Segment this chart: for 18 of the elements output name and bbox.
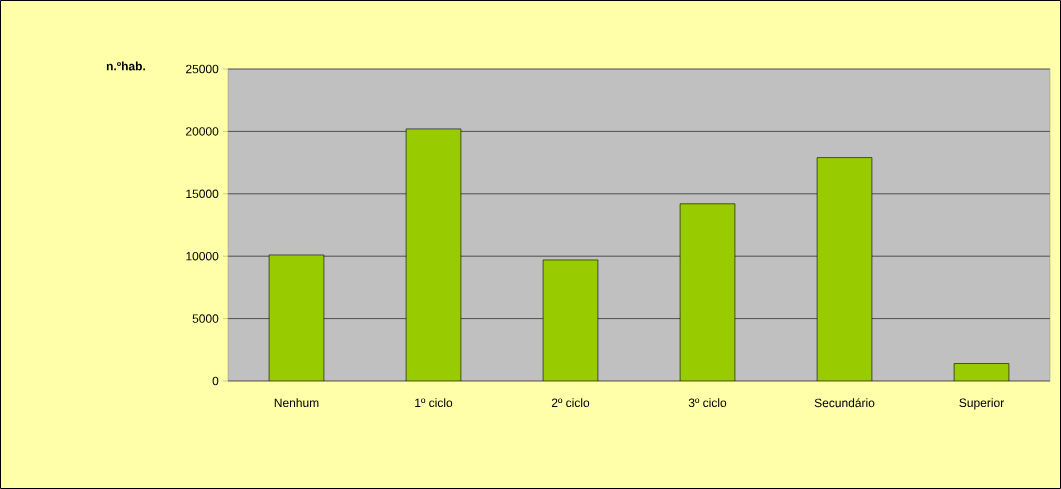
x-tick-label: 2º ciclo (551, 398, 590, 408)
x-tick-label: 1º ciclo (415, 398, 453, 408)
x-tick-label: Nenhum (274, 398, 319, 408)
x-tick-label: Superior (959, 398, 1004, 410)
bar (405, 128, 462, 381)
y-axis-title: n.ºhab. (106, 61, 145, 71)
y-tick-label: 5000 (192, 314, 219, 323)
bar (679, 203, 736, 381)
bar (268, 254, 325, 381)
bar (816, 157, 873, 381)
x-tick-label: Secundário (814, 398, 875, 408)
x-tick-label: 3º ciclo (688, 398, 727, 408)
y-tick-label: 20000 (186, 127, 219, 136)
y-tick-label: 10000 (186, 251, 219, 261)
bar (542, 259, 599, 381)
y-tick-label: 0 (212, 376, 219, 386)
y-tick-label: 25000 (186, 64, 219, 74)
y-tick-label: 15000 (186, 189, 219, 199)
